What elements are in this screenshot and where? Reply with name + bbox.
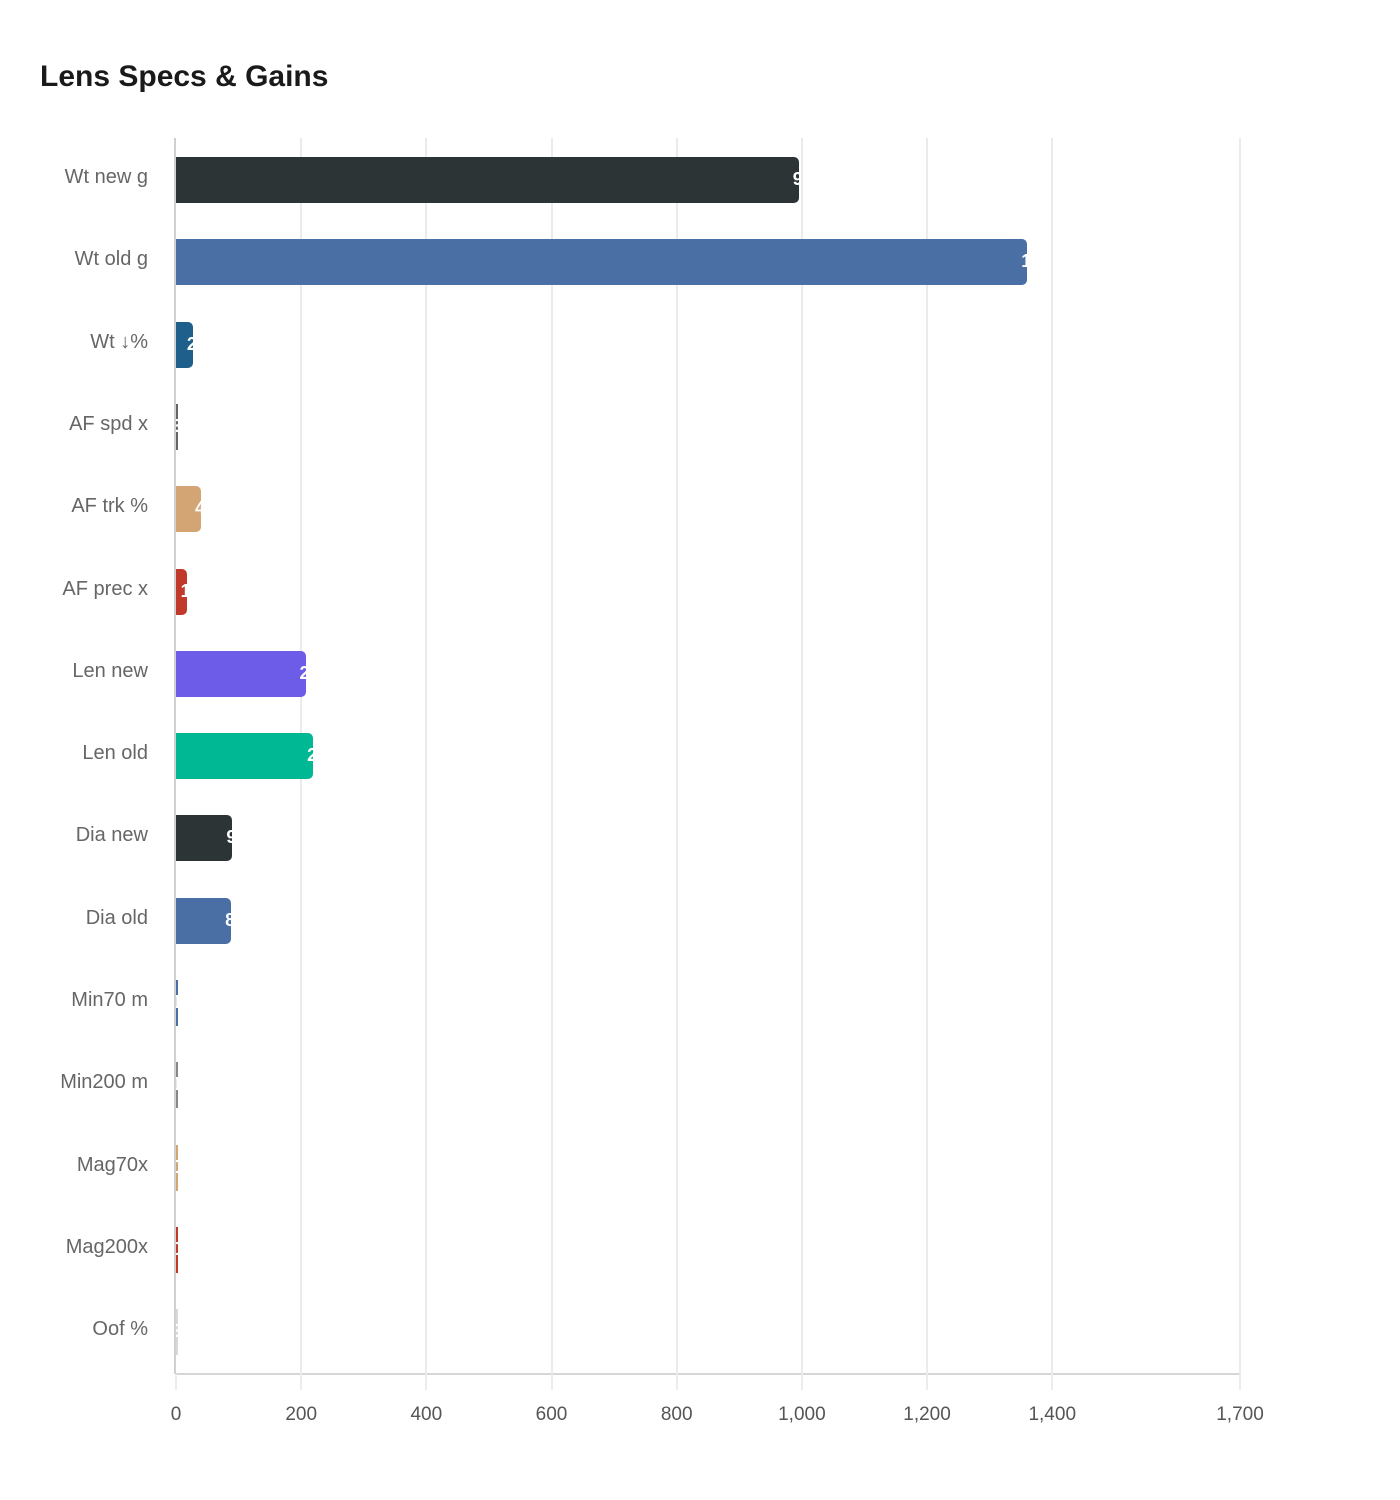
bar[interactable]: 27	[176, 321, 193, 368]
gridline	[1239, 138, 1241, 1374]
bar[interactable]: 17	[176, 568, 187, 615]
bar[interactable]: 1.1	[176, 1062, 178, 1109]
bar[interactable]: 90	[176, 815, 233, 862]
x-tick-mark	[300, 1374, 303, 1390]
bar[interactable]: 995	[176, 157, 799, 203]
bar[interactable]: 88	[176, 897, 232, 944]
bar-value-label: 1.1	[176, 1074, 178, 1095]
bar[interactable]: 207	[176, 650, 306, 697]
x-tick-mark	[1051, 1374, 1054, 1390]
y-category-label: Wt ↓%	[90, 330, 148, 353]
gridline	[425, 138, 428, 1374]
bar-value-label: 3	[176, 416, 178, 437]
x-tick-label: 800	[660, 1404, 693, 1425]
y-category-label: AF spd x	[69, 412, 148, 435]
gridline	[675, 138, 678, 1374]
x-tick-mark	[425, 1374, 428, 1390]
y-category-label: AF trk %	[71, 495, 148, 518]
y-category-label: Len new	[72, 659, 148, 682]
x-axis-line	[176, 1373, 1240, 1375]
x-tick-mark	[800, 1374, 803, 1390]
gridline	[1051, 138, 1054, 1374]
bar-value-label: 1360	[1021, 251, 1028, 272]
gridline	[926, 138, 929, 1374]
x-tick-label: 400	[410, 1404, 443, 1425]
bar-value-label: 995	[792, 169, 799, 189]
y-category-label: Dia old	[85, 906, 148, 929]
bar-value-label: 40	[195, 498, 202, 519]
bar[interactable]: 3	[176, 1309, 178, 1356]
y-category-label: Oof %	[92, 1318, 148, 1341]
y-category-label: Dia new	[75, 824, 148, 847]
y-category-label: Min200 m	[60, 1071, 148, 1094]
bar[interactable]: 0.3	[176, 1226, 178, 1273]
bar-value-label: 207	[299, 662, 306, 683]
y-category-label: AF prec x	[62, 577, 148, 600]
bar-value-label: 90	[226, 827, 233, 848]
x-tick-mark	[175, 1374, 177, 1390]
bar[interactable]: 3	[176, 403, 178, 450]
x-tick-mark	[926, 1374, 929, 1390]
y-category-label: Mag200x	[65, 1235, 148, 1258]
y-category-label: Len old	[82, 742, 148, 765]
x-tick-label: 0	[170, 1404, 182, 1425]
bar-value-label: 17	[180, 580, 187, 601]
bar-value-label: 0.3	[176, 1239, 178, 1260]
x-tick-mark	[550, 1374, 553, 1390]
y-axis-line	[174, 138, 176, 1374]
y-category-label: Wt new g	[64, 166, 148, 188]
x-tick-label: 1,200	[903, 1404, 951, 1425]
x-tick-mark	[675, 1374, 678, 1390]
chart-title: Lens Specs & Gains	[40, 60, 329, 93]
bar[interactable]: 1	[176, 980, 178, 1026]
bar[interactable]: 219	[176, 733, 314, 780]
bar-value-label: 27	[186, 333, 193, 354]
x-tick-label: 1,000	[778, 1404, 826, 1425]
x-tick-label: 1,400	[1028, 1404, 1077, 1425]
bar[interactable]: 1360	[176, 239, 1028, 286]
gridline	[800, 138, 803, 1374]
x-tick-mark	[1239, 1374, 1241, 1390]
bar-value-label: 219	[307, 745, 314, 766]
x-tick-label: 1,700	[1216, 1404, 1264, 1425]
bar[interactable]: 0.2	[176, 1144, 178, 1191]
bar-value-label: 1	[176, 992, 178, 1013]
y-category-label: Min70 m	[71, 989, 148, 1011]
gridline	[550, 138, 553, 1374]
bar[interactable]: 40	[176, 486, 202, 533]
x-tick-label: 200	[285, 1404, 318, 1425]
y-category-label: Mag70x	[76, 1153, 148, 1176]
bar-value-label: 88	[225, 909, 232, 930]
y-category-label: Wt old g	[74, 248, 148, 271]
bar-value-label: 0.2	[176, 1157, 178, 1178]
x-tick-label: 600	[535, 1404, 568, 1425]
bar-value-label: 3	[176, 1321, 178, 1342]
plot-area: 0 200 400 600 800 1,000 1,200 1,400 1,700 995 Wt n…	[60, 138, 1264, 1425]
